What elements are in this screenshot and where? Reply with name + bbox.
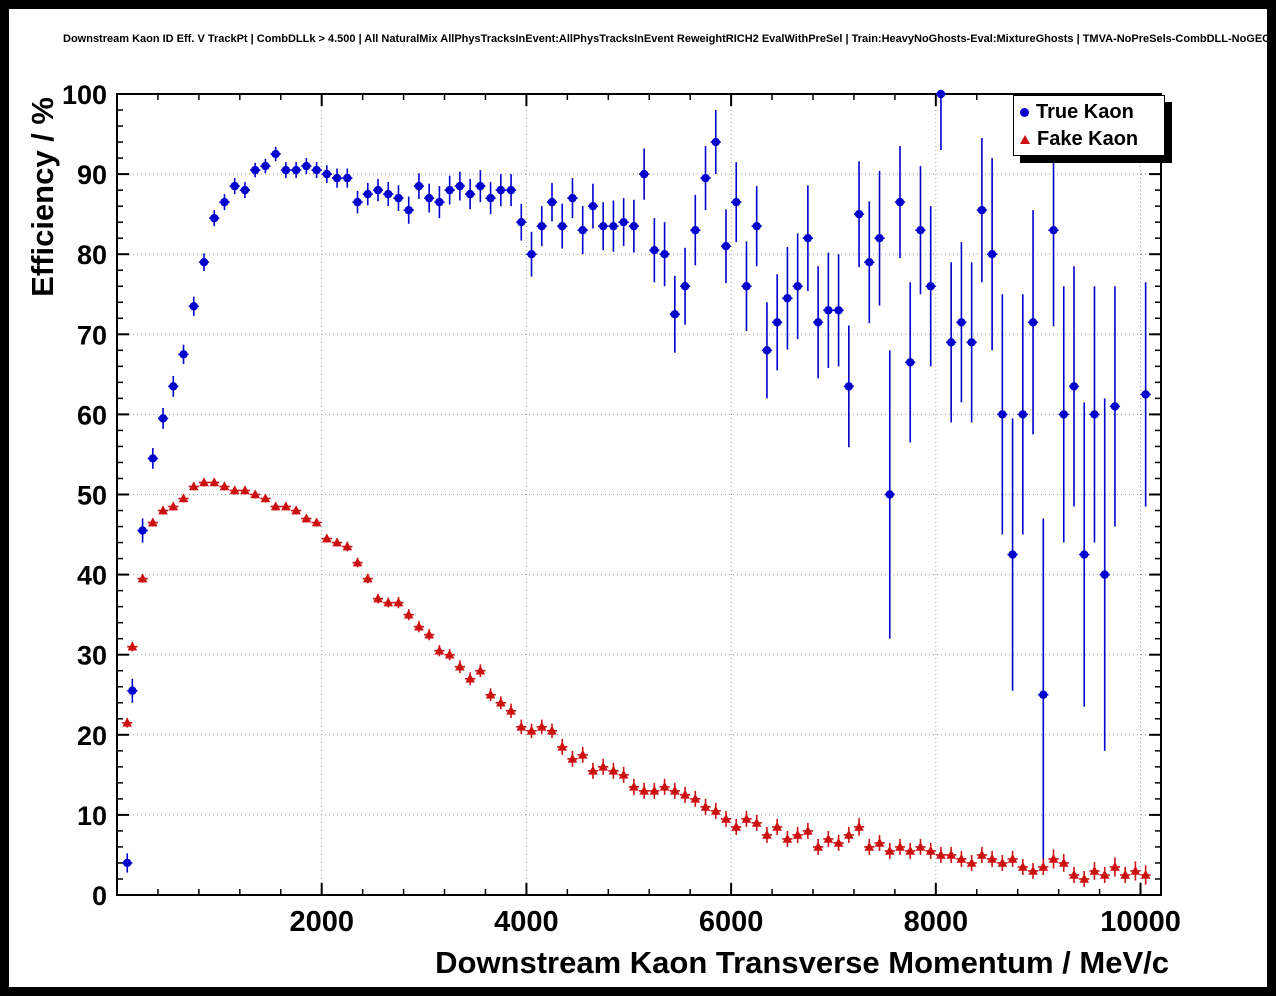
svg-text:90: 90 <box>77 160 107 190</box>
svg-text:80: 80 <box>77 240 107 270</box>
legend-item-fake-kaon: Fake Kaon <box>1020 127 1158 151</box>
legend-label-true-kaon: True Kaon <box>1036 101 1134 123</box>
svg-text:20: 20 <box>77 721 107 751</box>
svg-text:30: 30 <box>77 641 107 671</box>
svg-text:8000: 8000 <box>904 906 969 938</box>
svg-text:60: 60 <box>77 400 107 430</box>
svg-text:100: 100 <box>62 80 107 110</box>
x-axis-title: Downstream Kaon Transverse Momentum / Me… <box>435 945 1169 980</box>
svg-text:6000: 6000 <box>699 906 764 938</box>
legend-label-fake-kaon: Fake Kaon <box>1037 128 1139 150</box>
svg-text:10000: 10000 <box>1100 906 1181 938</box>
legend-item-true-kaon: True Kaon <box>1020 100 1158 124</box>
svg-text:70: 70 <box>77 320 107 350</box>
y-axis-title: Efficiency / % <box>25 97 60 297</box>
fake-kaon-marker-icon <box>1020 134 1030 144</box>
svg-text:50: 50 <box>77 481 107 511</box>
svg-text:10: 10 <box>77 801 107 831</box>
page-title: Downstream Kaon ID Eff. V TrackPt | Comb… <box>63 33 1276 45</box>
legend: True Kaon Fake Kaon <box>1013 95 1165 156</box>
plot-area: 0 10 20 30 40 50 60 70 80 90 100 2000 4000 6000 8000 10… <box>62 80 1181 938</box>
svg-text:2000: 2000 <box>289 906 354 938</box>
true-kaon-marker-icon <box>1020 107 1029 117</box>
svg-text:4000: 4000 <box>494 906 559 938</box>
svg-text:0: 0 <box>92 881 107 911</box>
svg-text:40: 40 <box>77 561 107 591</box>
